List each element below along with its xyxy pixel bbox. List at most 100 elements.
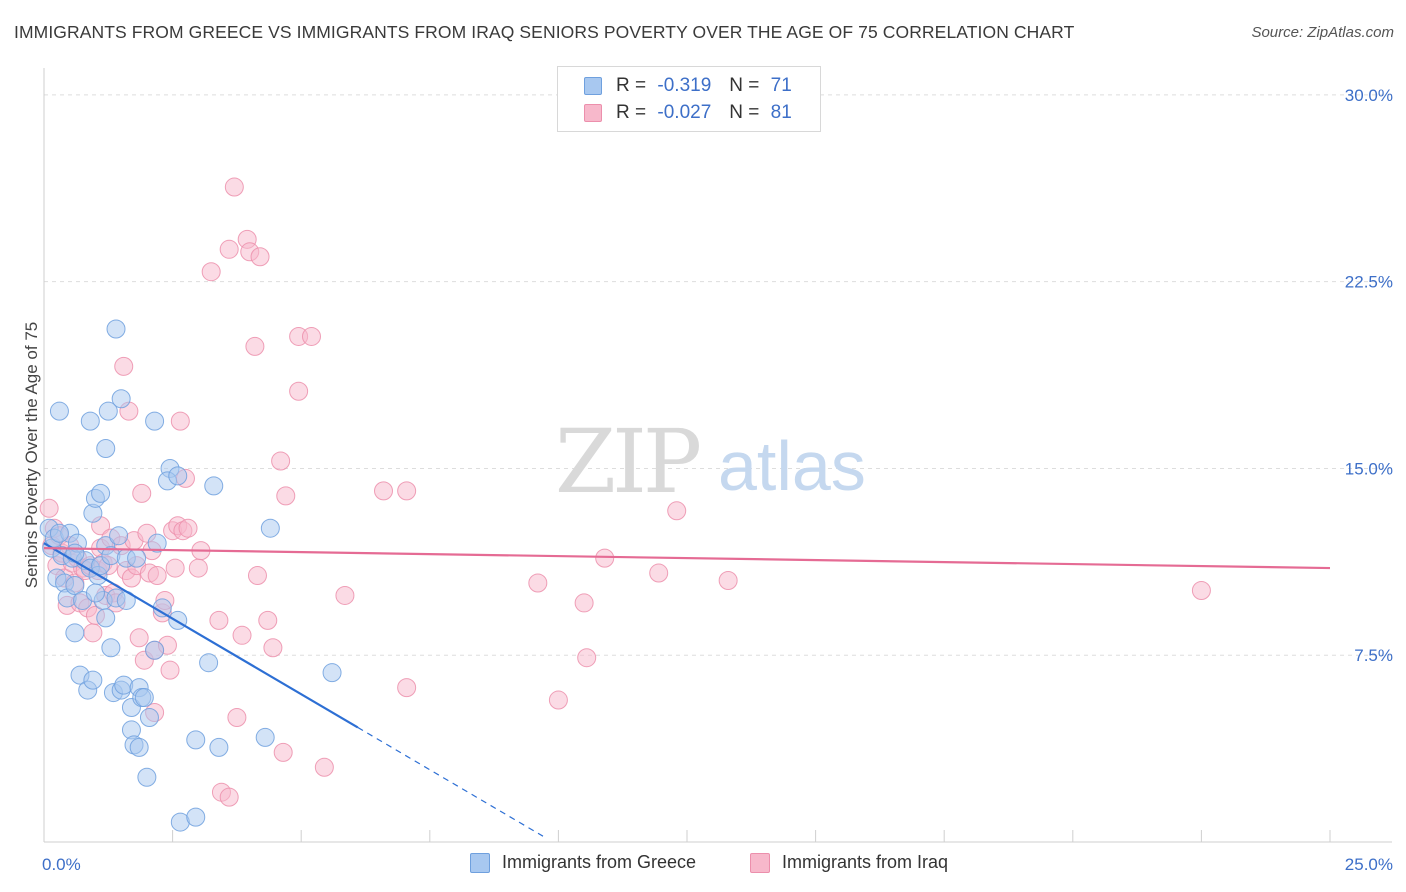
iraq-point — [245, 336, 265, 356]
iraq-point — [178, 518, 198, 538]
greece-point — [186, 807, 206, 827]
iraq-swatch — [750, 852, 770, 873]
iraq-point — [595, 548, 615, 568]
iraq-point — [574, 593, 594, 613]
iraq-point — [649, 563, 669, 583]
watermark-zip: ZIP — [555, 410, 700, 513]
legend-r-label: R = — [616, 102, 647, 123]
iraq-swatch — [584, 104, 602, 122]
greece-point — [111, 389, 131, 409]
greece-point — [91, 483, 111, 503]
x-tick-label: 0.0% — [42, 855, 81, 874]
greece-point — [83, 670, 103, 690]
greece-point — [85, 583, 105, 603]
iraq-point — [263, 638, 283, 658]
greece-point — [145, 411, 165, 431]
greece-point — [65, 575, 85, 595]
points-layer — [39, 177, 1211, 832]
greece-swatch — [584, 77, 602, 95]
iraq-point — [314, 757, 334, 777]
legend-n-label: N = — [729, 102, 760, 123]
legend-r-value: -0.027 — [657, 102, 712, 123]
greece-point — [139, 707, 159, 727]
iraq-point — [250, 247, 270, 267]
series-legend-iraq[interactable]: Immigrants from Iraq — [750, 852, 948, 873]
grid-layer — [43, 68, 1392, 843]
greece-point — [80, 411, 100, 431]
legend-row-greece: R = -0.319 N = 71 — [584, 73, 792, 99]
iraq-point — [528, 573, 548, 593]
tick-layer: 7.5% 15.0% 22.5% 30.0% 0.0% 25.0% — [42, 86, 1393, 874]
legend-n-value: 71 — [770, 75, 792, 96]
iraq-point — [129, 628, 149, 648]
legend-n-value: 81 — [770, 102, 792, 123]
greece-trend-line — [43, 542, 359, 729]
series-legend-greece[interactable]: Immigrants from Greece — [470, 852, 696, 873]
stats-legend: R = -0.319 N = 71 R = -0.027 N = 81 — [557, 66, 821, 132]
y-tick-label: 22.5% — [1345, 273, 1393, 292]
greece-point — [106, 319, 126, 339]
series-legend: Immigrants from Greece Immigrants from I… — [0, 852, 1406, 878]
trend-layer — [43, 542, 1331, 837]
iraq-point — [577, 648, 597, 668]
greece-point — [199, 653, 219, 673]
iraq-point — [83, 623, 103, 643]
iraq-point — [718, 571, 738, 591]
y-tick-label: 7.5% — [1354, 646, 1393, 665]
iraq-point — [201, 262, 221, 282]
iraq-point — [667, 501, 687, 521]
iraq-point — [132, 483, 152, 503]
iraq-point — [188, 558, 208, 578]
greece-point — [65, 543, 85, 563]
greece-point — [145, 640, 165, 660]
greece-point — [209, 737, 229, 757]
greece-point — [127, 548, 147, 568]
iraq-point — [247, 566, 267, 586]
y-tick-label: 15.0% — [1345, 459, 1393, 478]
iraq-point — [397, 678, 417, 698]
greece-point — [186, 730, 206, 750]
greece-point — [168, 466, 188, 486]
iraq-point — [39, 498, 59, 518]
greece-point — [49, 401, 69, 421]
iraq-point — [374, 481, 394, 501]
greece-point — [255, 727, 275, 747]
iraq-point — [219, 787, 239, 807]
legend-r-value: -0.319 — [657, 75, 712, 96]
iraq-point — [397, 481, 417, 501]
greece-point — [49, 523, 69, 543]
iraq-point — [335, 585, 355, 605]
iraq-point — [273, 742, 293, 762]
legend-row-iraq: R = -0.027 N = 81 — [584, 100, 792, 126]
greece-point — [204, 476, 224, 496]
iraq-point — [209, 610, 229, 630]
greece-swatch — [470, 852, 490, 873]
greece-trend-extension — [357, 726, 544, 837]
iraq-point — [289, 381, 309, 401]
iraq-point — [170, 411, 190, 431]
greece-point — [129, 737, 149, 757]
watermark-atlas: atlas — [718, 427, 866, 505]
greece-point — [147, 533, 167, 553]
iraq-point — [165, 558, 185, 578]
greece-point — [322, 663, 342, 683]
chart-title: IMMIGRANTS FROM GREECE VS IMMIGRANTS FRO… — [14, 22, 1075, 42]
iraq-point — [276, 486, 296, 506]
greece-point — [98, 401, 118, 421]
iraq-point — [301, 326, 321, 346]
source-credit: Source: ZipAtlas.com — [1251, 24, 1394, 41]
legend-n-label: N = — [729, 75, 760, 96]
iraq-point — [224, 177, 244, 197]
iraq-point — [548, 690, 568, 710]
greece-point — [65, 623, 85, 643]
iraq-point — [271, 451, 291, 471]
greece-point — [96, 608, 116, 628]
iraq-trend-line — [43, 547, 1331, 570]
iraq-point — [114, 356, 134, 376]
iraq-point — [258, 610, 278, 630]
greece-point — [109, 526, 129, 546]
watermark: ZIP atlas — [555, 410, 866, 513]
greece-point — [134, 688, 154, 708]
series-legend-label: Immigrants from Iraq — [782, 852, 949, 872]
